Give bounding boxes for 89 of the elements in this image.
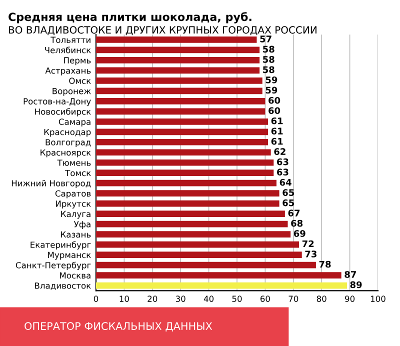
x-tick-label: 30 xyxy=(176,296,186,302)
y-tick-label: Самара xyxy=(58,118,90,127)
bar xyxy=(96,159,274,166)
chart-title: Средняя цена плитки шоколада, руб. xyxy=(8,12,252,24)
bar xyxy=(96,67,260,74)
bar xyxy=(96,241,300,248)
data-label: 65 xyxy=(282,189,294,196)
x-tick-label: 90 xyxy=(345,296,355,302)
data-label: 89 xyxy=(350,281,362,288)
data-label: 68 xyxy=(291,220,303,227)
bar xyxy=(96,210,285,218)
y-tick-label: Новосибирск xyxy=(35,108,91,116)
data-label: 61 xyxy=(271,128,283,135)
data-label: 58 xyxy=(263,66,274,74)
data-label: 63 xyxy=(277,168,288,176)
bar xyxy=(96,138,268,146)
data-label: 87 xyxy=(344,271,356,278)
y-tick-label: Пермь xyxy=(64,57,91,66)
bar xyxy=(96,252,302,258)
bar xyxy=(96,78,262,84)
y-tick-label: Волгоград xyxy=(46,139,91,148)
bar xyxy=(96,231,291,238)
data-label: 57 xyxy=(260,36,272,42)
y-tick-label: Ростов-на-Дону xyxy=(24,98,91,106)
data-label: 60 xyxy=(268,107,280,114)
x-tick-label: 100 xyxy=(370,296,386,302)
bar xyxy=(96,170,274,176)
bar xyxy=(96,190,280,197)
data-label: 72 xyxy=(302,240,314,248)
bar xyxy=(96,118,268,125)
bar xyxy=(96,57,260,64)
data-label: 67 xyxy=(288,210,300,216)
y-tick-label: Тюмень xyxy=(57,160,91,166)
data-label: 62 xyxy=(274,148,286,155)
y-tick-label: Уфа xyxy=(74,221,90,229)
bar xyxy=(96,46,260,54)
y-tick-label: Иркутск xyxy=(56,200,91,208)
data-label: 59 xyxy=(266,76,278,84)
y-tick-label: Томск xyxy=(65,170,91,176)
data-label: 61 xyxy=(271,117,283,124)
y-tick-label: Тольятти xyxy=(50,36,90,44)
bar xyxy=(96,108,266,115)
bar xyxy=(96,262,316,268)
y-tick-label: Владивосток xyxy=(35,282,91,290)
data-label: 63 xyxy=(277,158,288,166)
y-tick-label: Казань xyxy=(61,231,91,238)
y-tick-label: Калуга xyxy=(61,210,90,219)
y-tick-label: Саратов xyxy=(55,190,91,198)
data-label: 60 xyxy=(268,96,280,104)
y-tick-label: Воронеж xyxy=(52,88,91,96)
y-tick-label: Красноярск xyxy=(40,149,91,158)
y-tick-label: Мурманск xyxy=(48,252,91,260)
y-tick-label: Краснодар xyxy=(44,128,91,137)
x-tick-label: 50 xyxy=(232,296,242,302)
data-label: 61 xyxy=(271,138,283,145)
y-tick-label: Санкт-Петербург xyxy=(16,262,91,270)
data-label: 58 xyxy=(263,56,274,63)
y-tick-label: Астрахань xyxy=(45,68,91,76)
bar xyxy=(96,272,342,278)
bar xyxy=(96,200,280,207)
data-label: 58 xyxy=(263,46,274,53)
y-tick-label: Омск xyxy=(69,78,91,84)
data-label: 65 xyxy=(282,199,294,206)
bar xyxy=(96,220,288,228)
x-tick-label: 60 xyxy=(260,296,270,302)
bar xyxy=(96,98,266,104)
bar xyxy=(96,36,257,43)
x-tick-label: 70 xyxy=(288,296,298,302)
data-label: 64 xyxy=(280,178,292,186)
bar xyxy=(96,128,268,136)
bar xyxy=(96,180,276,186)
text: ОПЕРАТОР ФИСКАЛЬНЫХ ДАННЫХ xyxy=(24,322,212,332)
chart-subtitle: ВО ВЛАДИВОСТОКЕ И ДРУГИХ КРУПНЫХ ГОРОДАХ РОССИИ xyxy=(8,26,316,36)
bar xyxy=(96,282,347,289)
data-label: 59 xyxy=(266,86,278,94)
x-tick-label: 0 xyxy=(94,296,98,302)
data-label: 73 xyxy=(305,250,316,258)
y-tick-label: Москва xyxy=(60,272,90,279)
data-label: 69 xyxy=(294,230,306,237)
x-tick-label: 80 xyxy=(316,296,326,302)
bar xyxy=(96,88,262,94)
x-tick-label: 40 xyxy=(204,296,214,302)
y-tick-label: Екатеринбург xyxy=(30,241,91,250)
x-tick-label: 20 xyxy=(148,296,158,302)
y-tick-label: Челябинск xyxy=(45,46,91,54)
x-tick-label: 10 xyxy=(120,296,129,302)
y-tick-label: Нижний Новгород xyxy=(12,180,91,188)
data-label: 78 xyxy=(319,260,331,268)
bar xyxy=(96,149,271,156)
